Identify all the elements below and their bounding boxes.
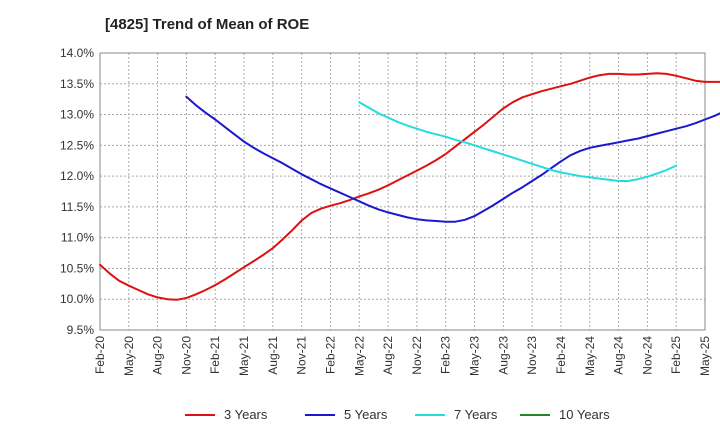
y-tick-label: 14.0% <box>60 46 94 60</box>
x-tick-label: Feb-20 <box>93 336 107 374</box>
series-line-3-years <box>99 72 720 301</box>
y-tick-label: 11.5% <box>61 200 94 214</box>
x-tick-label: Aug-22 <box>381 336 395 375</box>
x-tick-label: Feb-22 <box>323 336 337 374</box>
legend-label: 3 Years <box>224 407 268 422</box>
x-tick-label: Nov-20 <box>179 336 193 375</box>
y-tick-label: 9.5% <box>67 323 95 337</box>
x-tick-label: Feb-25 <box>669 336 683 374</box>
x-tick-label: Feb-21 <box>208 336 222 374</box>
x-tick-label: Nov-22 <box>410 336 424 375</box>
y-tick-label: 10.0% <box>60 292 94 306</box>
legend-label: 5 Years <box>344 407 388 422</box>
x-tick-label: Feb-23 <box>439 336 453 374</box>
x-tick-label: Aug-24 <box>612 336 626 375</box>
x-tick-label: Aug-23 <box>496 336 510 375</box>
x-tick-label: Aug-20 <box>151 336 165 375</box>
x-tick-label: Feb-24 <box>554 336 568 374</box>
plot-area <box>100 53 705 330</box>
y-tick-label: 11.0% <box>61 231 94 245</box>
x-tick-label: May-20 <box>122 336 136 376</box>
x-tick-label: Nov-23 <box>525 336 539 375</box>
plot-frame <box>99 52 706 331</box>
series-line-7-years <box>358 101 678 182</box>
x-tick-label: May-23 <box>468 336 482 376</box>
y-tick-label: 12.5% <box>60 138 94 152</box>
x-tick-label: May-24 <box>583 336 597 376</box>
legend-label: 10 Years <box>559 407 610 422</box>
legend-label: 7 Years <box>454 407 498 422</box>
series-line-5-years <box>185 95 720 223</box>
x-tick-label: May-22 <box>352 336 366 376</box>
y-tick-label: 10.5% <box>60 261 94 275</box>
y-tick-label: 13.0% <box>60 108 94 122</box>
chart-title: [4825] Trend of Mean of ROE <box>105 16 310 33</box>
x-tick-label: May-21 <box>237 336 251 376</box>
x-tick-label: Nov-24 <box>640 336 654 375</box>
x-tick-label: May-25 <box>698 336 712 376</box>
y-tick-label: 13.5% <box>60 77 94 91</box>
x-tick-label: Nov-21 <box>295 336 309 375</box>
y-tick-label: 12.0% <box>60 169 94 183</box>
x-tick-label: Aug-21 <box>266 336 280 375</box>
